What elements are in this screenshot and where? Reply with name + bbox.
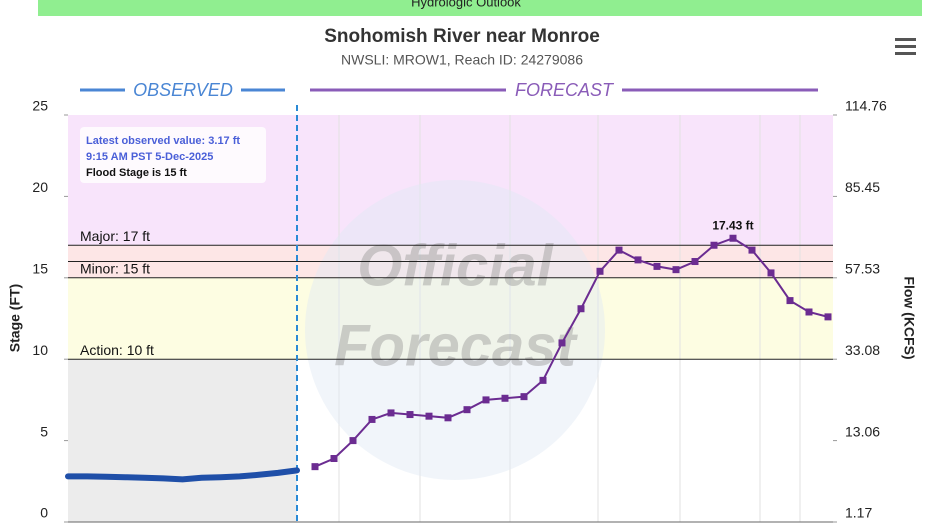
data-point bbox=[691, 258, 699, 266]
threshold-band bbox=[68, 277, 833, 360]
series-line bbox=[65, 467, 300, 483]
banner-text: Hydrologic Outlook bbox=[411, 0, 521, 9]
y-axis-label: Stage (FT) bbox=[7, 284, 23, 352]
threshold-band bbox=[68, 245, 833, 262]
threshold-band bbox=[68, 261, 833, 278]
y2-tick-label: 85.45 bbox=[845, 179, 880, 195]
menu-button[interactable] bbox=[895, 38, 916, 55]
data-point bbox=[805, 308, 813, 316]
data-point bbox=[311, 463, 319, 471]
data-point bbox=[539, 376, 547, 384]
chart-subtitle: NWSLI: MROW1, Reach ID: 24279086 bbox=[341, 52, 583, 68]
data-point bbox=[767, 269, 775, 277]
threshold-label: Minor: 15 ft bbox=[80, 261, 150, 277]
data-point bbox=[387, 409, 395, 417]
y2-tick-label: 57.53 bbox=[845, 261, 880, 277]
data-point bbox=[501, 394, 509, 402]
annotation-text: Latest observed value: 3.17 ft bbox=[86, 135, 240, 147]
data-point bbox=[444, 414, 452, 422]
y2-axis-label: Flow (KCFS) bbox=[901, 276, 917, 359]
data-point bbox=[368, 415, 376, 423]
y2-tick-label: 13.06 bbox=[845, 423, 880, 439]
data-point bbox=[596, 267, 604, 275]
y-tick-label: 25 bbox=[32, 98, 48, 114]
data-point bbox=[406, 411, 414, 419]
data-point bbox=[710, 241, 718, 249]
data-point bbox=[520, 393, 528, 401]
y2-tick-label: 114.76 bbox=[845, 98, 887, 114]
y2-tick-label: 1.17 bbox=[845, 505, 872, 521]
y-tick-label: 15 bbox=[32, 261, 48, 277]
banner bbox=[38, 0, 922, 16]
data-point bbox=[349, 437, 357, 445]
y-tick-label: 0 bbox=[40, 505, 48, 521]
data-point bbox=[786, 297, 794, 305]
data-point bbox=[672, 266, 680, 274]
data-point bbox=[425, 412, 433, 420]
annotation-text: Flood Stage is 15 ft bbox=[86, 167, 187, 179]
watermark-text: Official bbox=[357, 233, 554, 298]
data-point bbox=[482, 396, 490, 404]
legend-entry: FORECAST bbox=[515, 80, 615, 100]
chart-title: Snohomish River near Monroe bbox=[324, 26, 600, 47]
data-point bbox=[463, 406, 471, 414]
threshold-label: Action: 10 ft bbox=[80, 342, 154, 358]
data-point bbox=[558, 339, 566, 347]
data-point bbox=[729, 234, 737, 242]
data-point bbox=[824, 313, 832, 321]
y-tick-label: 5 bbox=[40, 423, 48, 439]
data-point bbox=[615, 246, 623, 254]
watermark-text: Forecast bbox=[334, 313, 578, 378]
annotation-text: 9:15 AM PST 5-Dec-2025 bbox=[86, 151, 213, 163]
series-line bbox=[314, 237, 829, 468]
data-point bbox=[330, 455, 338, 463]
data-point bbox=[748, 246, 756, 254]
data-point bbox=[577, 305, 585, 313]
y2-tick-label: 33.08 bbox=[845, 342, 880, 358]
data-point bbox=[653, 262, 661, 270]
y-tick-label: 20 bbox=[32, 179, 48, 195]
below-action-band bbox=[68, 359, 297, 522]
y-tick-label: 10 bbox=[32, 342, 48, 358]
data-label: 17.43 ft bbox=[712, 218, 753, 232]
watermark-logo bbox=[305, 180, 605, 480]
annotation-box bbox=[80, 127, 266, 183]
threshold-label: Major: 17 ft bbox=[80, 228, 150, 244]
data-point bbox=[634, 256, 642, 264]
legend-entry: OBSERVED bbox=[133, 80, 233, 100]
